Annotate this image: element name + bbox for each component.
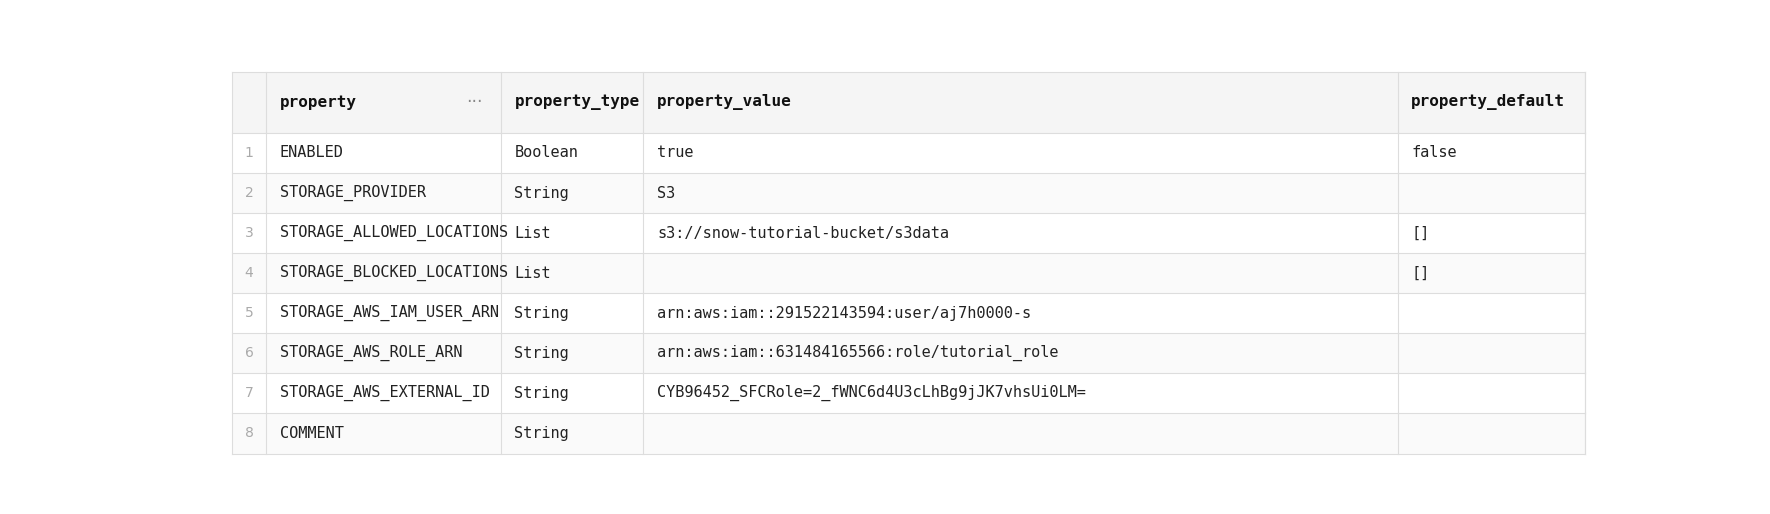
Text: ENABLED: ENABLED (280, 145, 343, 160)
Text: List: List (515, 266, 550, 281)
Text: STORAGE_PROVIDER: STORAGE_PROVIDER (280, 185, 427, 201)
Text: Boolean: Boolean (515, 145, 579, 160)
Text: 2: 2 (244, 186, 253, 200)
Text: s3://snow-tutorial-bucket/s3data: s3://snow-tutorial-bucket/s3data (657, 226, 949, 241)
Text: []: [] (1411, 266, 1430, 281)
FancyBboxPatch shape (232, 71, 1584, 133)
Text: property_type: property_type (515, 95, 639, 110)
FancyBboxPatch shape (232, 413, 1584, 453)
Text: COMMENT: COMMENT (280, 426, 343, 441)
Text: arn:aws:iam::291522143594:user/aj7h0000-s: arn:aws:iam::291522143594:user/aj7h0000-… (657, 306, 1032, 321)
Text: 8: 8 (244, 427, 253, 440)
Text: property: property (280, 95, 358, 110)
Text: property_default: property_default (1411, 94, 1565, 110)
Text: 7: 7 (244, 387, 253, 400)
Text: arn:aws:iam::631484165566:role/tutorial_role: arn:aws:iam::631484165566:role/tutorial_… (657, 345, 1058, 361)
Text: List: List (515, 226, 550, 241)
Text: String: String (515, 386, 570, 401)
Text: STORAGE_BLOCKED_LOCATIONS: STORAGE_BLOCKED_LOCATIONS (280, 265, 508, 281)
FancyBboxPatch shape (232, 133, 1584, 173)
Text: false: false (1411, 145, 1457, 160)
Text: STORAGE_AWS_EXTERNAL_ID: STORAGE_AWS_EXTERNAL_ID (280, 386, 490, 401)
Text: 6: 6 (244, 346, 253, 360)
Text: STORAGE_ALLOWED_LOCATIONS: STORAGE_ALLOWED_LOCATIONS (280, 225, 508, 241)
FancyBboxPatch shape (232, 293, 1584, 333)
FancyBboxPatch shape (232, 213, 1584, 253)
Text: S3: S3 (657, 186, 674, 200)
Text: true: true (657, 145, 694, 160)
Text: CYB96452_SFCRole=2_fWNC6d4U3cLhBg9jJK7vhsUi0LM=: CYB96452_SFCRole=2_fWNC6d4U3cLhBg9jJK7vh… (657, 386, 1085, 401)
Text: 5: 5 (244, 306, 253, 320)
FancyBboxPatch shape (232, 373, 1584, 413)
Text: property_value: property_value (657, 94, 791, 110)
Text: 3: 3 (244, 226, 253, 240)
Text: 4: 4 (244, 266, 253, 280)
Text: ···: ··· (467, 93, 483, 111)
FancyBboxPatch shape (232, 173, 1584, 213)
Text: String: String (515, 306, 570, 321)
Text: String: String (515, 426, 570, 441)
Text: String: String (515, 186, 570, 200)
FancyBboxPatch shape (232, 333, 1584, 373)
Text: 1: 1 (244, 146, 253, 160)
FancyBboxPatch shape (232, 253, 1584, 293)
Text: String: String (515, 346, 570, 361)
Text: STORAGE_AWS_ROLE_ARN: STORAGE_AWS_ROLE_ARN (280, 345, 462, 361)
Text: STORAGE_AWS_IAM_USER_ARN: STORAGE_AWS_IAM_USER_ARN (280, 305, 499, 321)
Text: []: [] (1411, 226, 1430, 241)
